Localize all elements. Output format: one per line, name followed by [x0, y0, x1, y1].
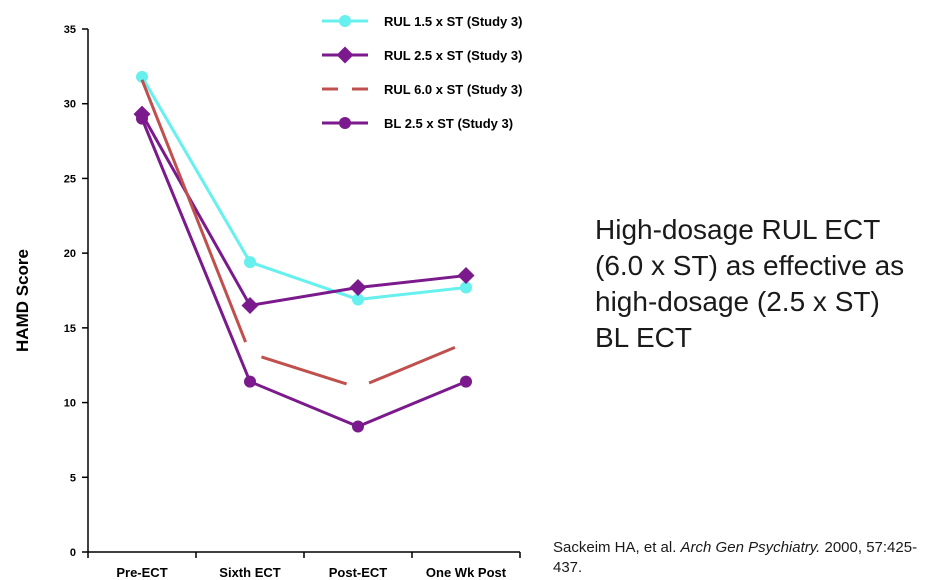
- x-tick-label: One Wk Post: [426, 565, 507, 580]
- y-tick-label: 10: [64, 398, 76, 410]
- data-point: [339, 117, 351, 129]
- data-point: [244, 375, 256, 388]
- legend-label: BL 2.5 x ST (Study 3): [384, 116, 513, 131]
- data-point: [339, 15, 351, 27]
- citation-authors: Sackeim HA, et al.: [553, 539, 681, 556]
- citation-details: 2000, 57:425-437.: [553, 539, 918, 576]
- y-tick-label: 20: [64, 248, 76, 260]
- legend-label: RUL 6.0 x ST (Study 3): [384, 82, 522, 97]
- legend-entry: RUL 6.0 x ST (Study 3): [322, 82, 522, 97]
- data-point: [336, 46, 354, 64]
- y-tick-label: 35: [64, 24, 76, 36]
- y-axis-label: HAMD Score: [13, 249, 32, 352]
- y-tick-label: 0: [70, 547, 76, 559]
- legend: RUL 1.5 x ST (Study 3) RUL 2.5 x ST (Stud…: [322, 14, 522, 131]
- x-axis-ticks: Pre-ECT Sixth ECT Post-ECT One Wk Post: [87, 552, 521, 580]
- x-tick-label: Post-ECT: [329, 565, 388, 580]
- data-point: [457, 267, 475, 285]
- data-point: [136, 112, 148, 125]
- series-line-segment: [368, 346, 456, 385]
- y-tick-label: 5: [70, 472, 76, 484]
- legend-label: RUL 2.5 x ST (Study 3): [384, 48, 522, 63]
- y-tick-label: 15: [64, 323, 76, 335]
- x-tick-label: Sixth ECT: [219, 565, 280, 580]
- legend-label: RUL 1.5 x ST (Study 3): [384, 14, 522, 29]
- data-point: [241, 296, 259, 314]
- legend-entry: RUL 1.5 x ST (Study 3): [322, 14, 522, 29]
- citation: Sackeim HA, et al. Arch Gen Psychiatry. …: [553, 538, 923, 578]
- series-line-segment: [140, 79, 247, 343]
- series-2: [133, 105, 475, 314]
- series-1: [136, 70, 472, 306]
- series-3: [140, 79, 456, 386]
- y-tick-label: 30: [64, 99, 76, 111]
- data-point: [136, 70, 148, 83]
- series-line: [140, 113, 467, 307]
- legend-entry: BL 2.5 x ST (Study 3): [322, 116, 513, 131]
- series-line: [140, 76, 467, 301]
- data-point: [352, 293, 364, 306]
- data-point: [460, 281, 472, 294]
- series-4: [136, 112, 472, 433]
- y-tick-label: 25: [64, 173, 76, 185]
- y-axis-ticks: 0 5 10 15 20 25 30 35: [64, 24, 88, 559]
- data-point: [352, 420, 364, 433]
- data-point: [460, 375, 472, 388]
- annotation-text: High-dosage RUL ECT (6.0 x ST) as effect…: [595, 214, 905, 353]
- x-tick-label: Pre-ECT: [116, 565, 167, 580]
- data-point: [349, 279, 367, 297]
- series-layer: [133, 70, 475, 433]
- citation-journal: Arch Gen Psychiatry.: [680, 539, 821, 556]
- series-line: [140, 118, 467, 428]
- series-line-segment: [260, 355, 348, 386]
- data-point: [244, 256, 256, 269]
- legend-entry: RUL 2.5 x ST (Study 3): [322, 46, 522, 64]
